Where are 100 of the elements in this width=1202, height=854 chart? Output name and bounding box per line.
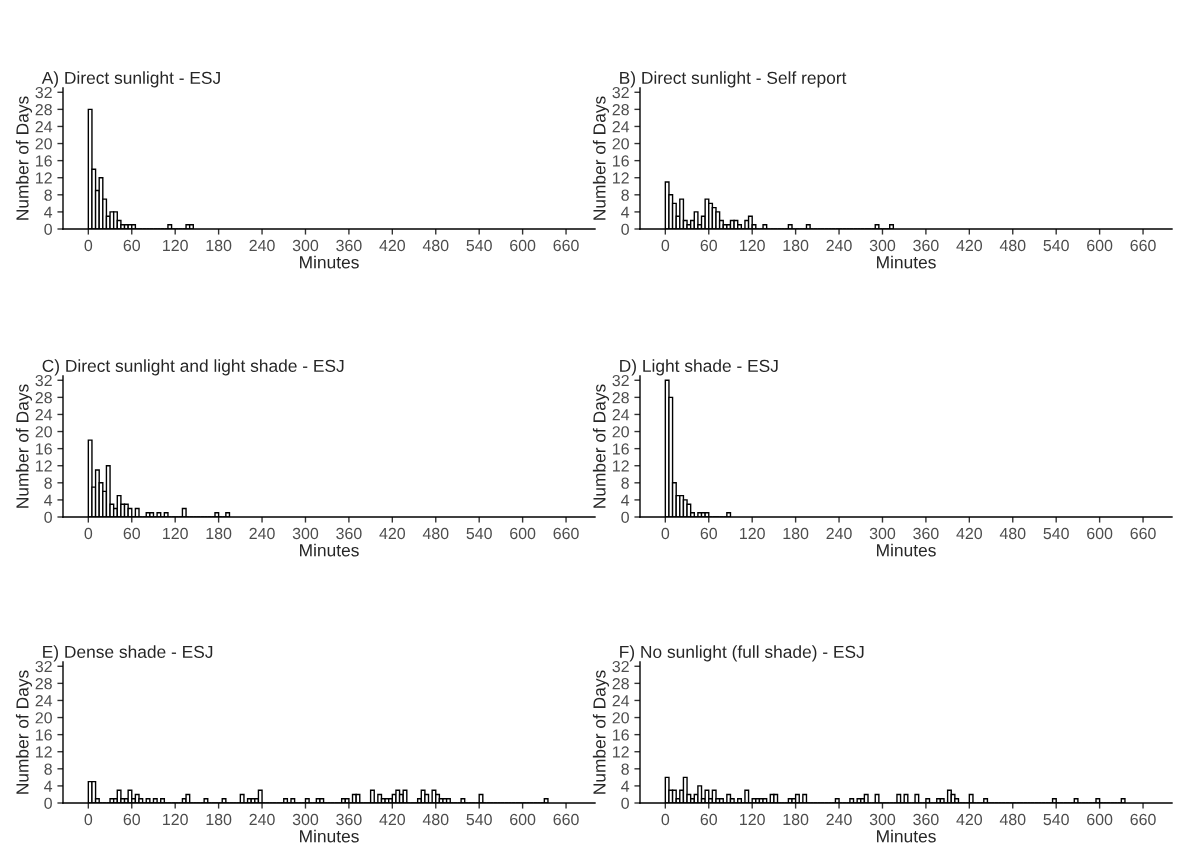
y-tick-label: 0	[621, 511, 629, 523]
y-tick-label: 24	[35, 695, 53, 707]
x-tick-label: 0	[661, 527, 670, 540]
x-tick-label: 420	[956, 527, 983, 540]
y-tick-label: 20	[35, 426, 52, 438]
chart-title: A) Direct sunlight - ESJ	[41, 71, 220, 88]
y-tick-label: 28	[35, 104, 52, 116]
x-tick-label: 60	[123, 813, 141, 826]
y-tick-label: 24	[35, 409, 53, 421]
y-tick-label: 4	[621, 206, 630, 218]
y-tick-label: 32	[612, 86, 629, 99]
x-tick-label: 240	[249, 527, 275, 540]
x-tick-label: 600	[1087, 527, 1113, 540]
x-tick-label: 540	[466, 527, 492, 540]
y-tick-label: 8	[621, 477, 629, 489]
x-tick-label: 480	[422, 527, 449, 540]
x-tick-label: 0	[84, 239, 93, 252]
x-tick-label: 180	[206, 527, 232, 540]
y-tick-label: 28	[35, 678, 52, 690]
y-tick-label: 4	[44, 494, 53, 506]
x-tick-label: 660	[553, 527, 579, 540]
chart-title: B) Direct sunlight - Self report	[620, 71, 847, 88]
x-tick-label: 660	[1130, 527, 1156, 540]
y-tick-label: 12	[36, 172, 52, 184]
x-axis-title: Minutes	[300, 829, 359, 843]
y-tick-label: 0	[621, 797, 629, 809]
x-tick-label: 360	[336, 813, 362, 826]
x-tick-label: 60	[700, 527, 718, 540]
x-tick-label: 180	[783, 239, 809, 252]
x-tick-label: 480	[999, 527, 1026, 540]
x-tick-label: 360	[336, 239, 362, 252]
y-tick-label: 8	[621, 189, 629, 201]
y-tick-label: 16	[613, 443, 629, 455]
y-tick-label: 28	[612, 678, 629, 690]
y-tick-label: 8	[621, 763, 629, 775]
x-tick-label: 60	[123, 527, 141, 540]
x-tick-label: 60	[123, 239, 141, 252]
x-tick-label: 360	[913, 527, 939, 540]
x-tick-label: 540	[1043, 813, 1069, 826]
x-axis-title: Minutes	[300, 543, 359, 557]
x-tick-label: 540	[1043, 239, 1069, 252]
x-tick-label: 120	[740, 527, 765, 540]
y-tick-label: 28	[35, 392, 52, 404]
x-tick-label: 540	[1043, 527, 1069, 540]
x-tick-label: 360	[913, 239, 939, 252]
chart-title: D) Light shade - ESJ	[620, 359, 778, 376]
y-tick-label: 12	[613, 746, 629, 758]
x-tick-label: 540	[466, 813, 492, 826]
x-tick-label: 480	[999, 239, 1026, 252]
y-tick-label: 16	[36, 729, 52, 741]
x-tick-label: 300	[869, 813, 896, 826]
y-tick-label: 24	[612, 695, 630, 707]
x-tick-label: 300	[292, 527, 319, 540]
y-tick-label: 32	[35, 660, 52, 673]
y-tick-label: 12	[613, 460, 629, 472]
x-tick-label: 420	[379, 813, 406, 826]
y-tick-label: 8	[44, 763, 52, 775]
y-tick-label: 0	[621, 223, 629, 235]
x-tick-label: 600	[1087, 813, 1113, 826]
y-tick-label: 28	[612, 392, 629, 404]
x-tick-label: 480	[422, 239, 449, 252]
x-tick-label: 540	[466, 239, 492, 252]
x-tick-label: 180	[206, 813, 232, 826]
x-tick-label: 600	[510, 239, 536, 252]
y-axis-title: Number of Days	[592, 96, 610, 220]
x-tick-label: 240	[826, 527, 852, 540]
y-tick-label: 16	[613, 155, 629, 167]
x-tick-label: 660	[553, 813, 579, 826]
x-tick-label: 120	[740, 813, 765, 826]
x-tick-label: 600	[510, 813, 536, 826]
y-tick-label: 28	[612, 104, 629, 116]
y-axis-title: Number of Days	[592, 670, 610, 794]
x-tick-label: 120	[740, 239, 765, 252]
y-tick-label: 0	[44, 223, 52, 235]
x-tick-label: 120	[163, 813, 188, 826]
x-tick-label: 660	[1130, 813, 1156, 826]
y-axis-title: Number of Days	[15, 384, 33, 508]
x-tick-label: 60	[700, 239, 718, 252]
x-tick-label: 420	[956, 239, 983, 252]
x-tick-label: 600	[510, 527, 536, 540]
y-tick-label: 20	[35, 712, 52, 724]
y-tick-label: 4	[44, 206, 53, 218]
x-axis-title: Minutes	[300, 255, 359, 269]
y-tick-label: 8	[44, 189, 52, 201]
x-tick-label: 660	[1130, 239, 1156, 252]
x-tick-label: 420	[956, 813, 983, 826]
x-tick-label: 0	[661, 239, 670, 252]
x-axis-title: Minutes	[877, 255, 936, 269]
y-tick-label: 16	[36, 443, 52, 455]
y-axis-title: Number of Days	[15, 96, 33, 220]
x-tick-label: 480	[999, 813, 1026, 826]
x-tick-label: 240	[249, 239, 275, 252]
y-tick-label: 20	[35, 138, 52, 150]
y-tick-label: 12	[36, 460, 52, 472]
x-tick-label: 0	[661, 813, 670, 826]
y-tick-label: 32	[612, 660, 629, 673]
x-tick-label: 0	[84, 813, 93, 826]
x-tick-label: 600	[1087, 239, 1113, 252]
x-tick-label: 180	[783, 527, 809, 540]
y-axis-title: Number of Days	[592, 384, 610, 508]
